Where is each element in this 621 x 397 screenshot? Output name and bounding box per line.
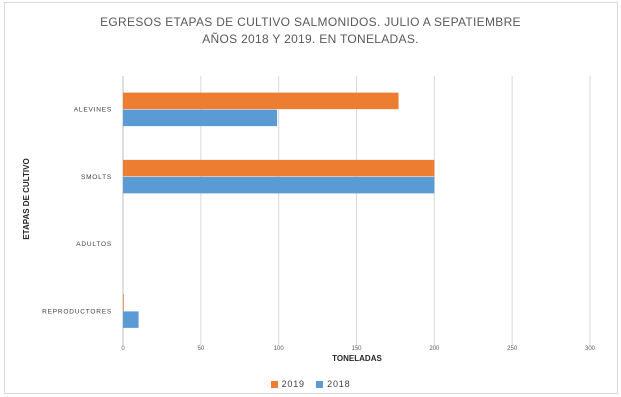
bar-2018-reproductores xyxy=(123,311,139,328)
x-tick-label-250: 250 xyxy=(507,346,518,352)
x-tick-label-0: 0 xyxy=(121,346,125,352)
x-tick-label-200: 200 xyxy=(429,346,440,352)
bar-2019-reproductores xyxy=(123,294,124,311)
chart-title-line-1: EGRESOS ETAPAS DE CULTIVO SALMONIDOS. JU… xyxy=(100,15,521,29)
bar-2019-smolts xyxy=(123,159,435,177)
x-tick-label-300: 300 xyxy=(585,346,596,352)
bar-2019-alevines xyxy=(123,92,399,110)
legend-swatch-2019 xyxy=(270,381,278,388)
y-category-label-adultos: ADULTOS xyxy=(76,241,112,248)
bar-2018-smolts xyxy=(123,176,435,194)
legend-label-2018: 2018 xyxy=(327,379,351,389)
chart-frame xyxy=(4,2,618,394)
x-tick-label-50: 50 xyxy=(197,346,204,352)
x-tick-label-100: 100 xyxy=(274,346,285,352)
y-category-label-alevines: ALEVINES xyxy=(74,107,112,114)
legend-item-2019: 2019 xyxy=(270,379,305,389)
legend-label-2019: 2019 xyxy=(281,379,305,389)
chart-title: EGRESOS ETAPAS DE CULTIVO SALMONIDOS. JU… xyxy=(0,14,621,48)
legend-swatch-2018 xyxy=(316,381,324,388)
y-axis-title: ETAPAS DE CULTIVO xyxy=(22,158,31,239)
x-tick-label-150: 150 xyxy=(351,346,362,352)
legend: 2019 2018 xyxy=(0,379,621,389)
x-axis-title: TONELADAS xyxy=(332,354,382,363)
chart-title-line-2: AÑOS 2018 Y 2019. EN TONELADAS. xyxy=(202,32,419,46)
y-category-label-reproductores: REPRODUCTORES xyxy=(42,308,112,315)
y-category-label-smolts: SMOLTS xyxy=(81,174,112,181)
bar-2018-alevines xyxy=(123,109,278,127)
legend-item-2018: 2018 xyxy=(316,379,350,389)
